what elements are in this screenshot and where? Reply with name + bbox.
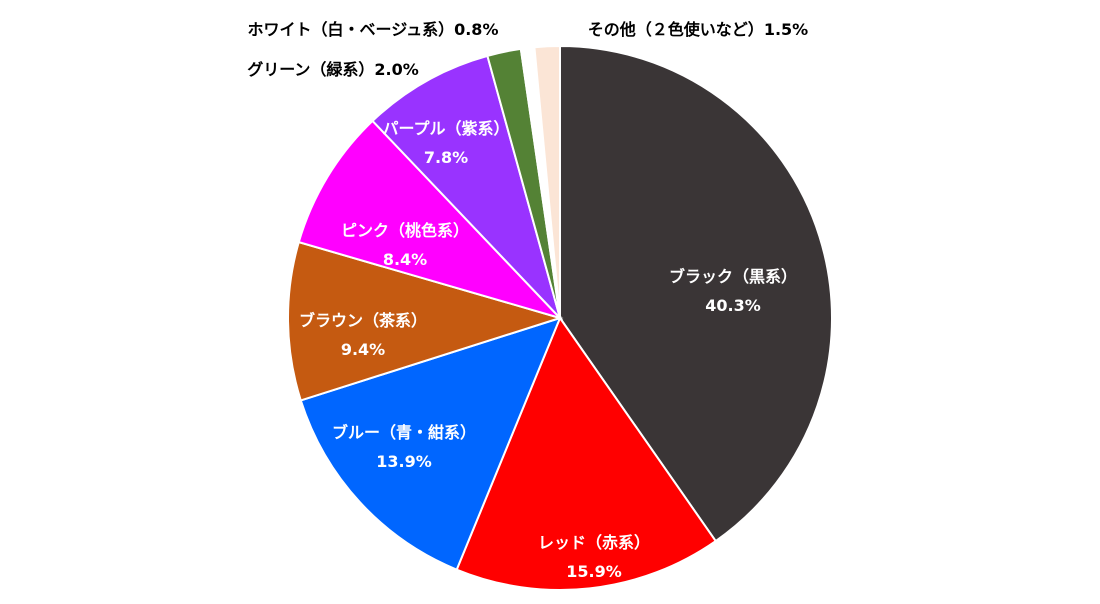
slice-value-9: 1.5% — [764, 20, 808, 39]
slice-name-5: ピンク（桃色系） — [341, 221, 469, 240]
slice-label-4: ブラウン（茶系） 9.4% — [299, 311, 427, 359]
slice-name-8: ホワイト（白・ベージュ系） — [248, 20, 455, 39]
slice-value-7: 2.0% — [374, 60, 418, 79]
slice-label-5: ピンク（桃色系） 8.4% — [341, 221, 469, 269]
slice-value-1: 40.3% — [705, 296, 761, 315]
slice-label-9: その他（２色使いなど）1.5% — [588, 20, 808, 39]
slice-value-6: 7.8% — [424, 148, 468, 167]
slice-value-3: 13.9% — [376, 452, 432, 471]
slice-label-3: ブルー（青・紺系） 13.9% — [332, 423, 476, 471]
slice-label-2: レッド（赤系） 15.9% — [538, 533, 650, 581]
pie-slice-2 — [455, 315, 718, 591]
slice-name-9: その他（２色使いなど） — [588, 20, 764, 39]
slice-name-3: ブルー（青・紺系） — [332, 423, 476, 442]
slice-name-7: グリーン（緑系） — [247, 60, 374, 79]
slice-value-5: 8.4% — [383, 250, 427, 269]
pie-slice-1 — [559, 44, 833, 543]
slice-label-1: ブラック（黒系） 40.3% — [669, 267, 797, 315]
slice-name-4: ブラウン（茶系） — [299, 311, 427, 330]
slice-value-8: 0.8% — [454, 20, 498, 39]
pie-slice-9 — [533, 44, 561, 319]
slice-name-1: ブラック（黒系） — [669, 267, 797, 286]
slice-label-8: ホワイト（白・ベージュ系）0.8% — [248, 20, 499, 39]
slice-value-4: 9.4% — [341, 340, 385, 359]
slice-name-2: レッド（赤系） — [538, 533, 650, 552]
pie-slice-5 — [297, 119, 564, 320]
slice-value-2: 15.9% — [566, 562, 622, 581]
slice-name-6: パープル（紫系） — [382, 119, 509, 138]
pie-slice-6 — [371, 54, 561, 319]
pie-slice-3 — [299, 316, 562, 571]
pie-slice-4 — [287, 240, 564, 402]
slice-label-7: グリーン（緑系）2.0% — [247, 60, 419, 79]
slice-label-6: パープル（紫系） 7.8% — [382, 119, 509, 167]
